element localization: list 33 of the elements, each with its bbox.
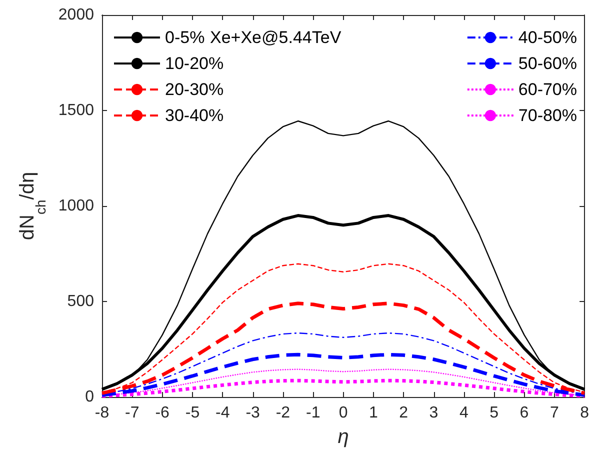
x-tick-label: -1 bbox=[306, 404, 320, 422]
x-tick-label: 7 bbox=[550, 404, 559, 422]
y-tick-label: 0 bbox=[85, 388, 94, 406]
y-axis-title: dNch/dη bbox=[16, 172, 49, 240]
x-tick-label: 8 bbox=[580, 404, 590, 422]
x-axis-title: η bbox=[338, 426, 349, 448]
y-tick-label: 1000 bbox=[58, 198, 94, 214]
y-tick-label: 500 bbox=[67, 293, 94, 310]
legend-label: 70-80% bbox=[518, 106, 578, 125]
y-tick-label: 1500 bbox=[58, 102, 94, 119]
y-tick-label: 2000 bbox=[58, 6, 94, 24]
legend-label: 20-30% bbox=[165, 80, 224, 99]
legend-label: 10-20% bbox=[165, 54, 224, 73]
x-tick-label: 6 bbox=[520, 404, 529, 422]
x-tick-label: -7 bbox=[125, 404, 140, 422]
x-tick-label: -8 bbox=[94, 404, 110, 422]
legend-label: 40-50% bbox=[518, 28, 578, 47]
x-tick-label: -6 bbox=[155, 404, 170, 422]
x-tick-label: 5 bbox=[490, 404, 499, 422]
x-tick-label: 4 bbox=[459, 404, 468, 422]
x-tick-label: -2 bbox=[276, 404, 290, 422]
x-tick-label: 1 bbox=[368, 404, 378, 422]
x-tick-label: -4 bbox=[216, 404, 230, 422]
legend-label: 50-60% bbox=[518, 54, 578, 73]
legend-label: 30-40% bbox=[165, 106, 224, 125]
x-tick-label: -5 bbox=[185, 404, 200, 422]
x-tick-label: 3 bbox=[429, 404, 438, 422]
x-tick-label: 0 bbox=[338, 404, 348, 422]
legend-label: 60-70% bbox=[518, 80, 578, 99]
annotation: Xe+Xe@5.44TeV bbox=[210, 28, 342, 47]
x-tick-label: -3 bbox=[246, 404, 260, 422]
legend-label: 0-5% bbox=[165, 28, 205, 47]
x-tick-label: 2 bbox=[399, 404, 408, 422]
